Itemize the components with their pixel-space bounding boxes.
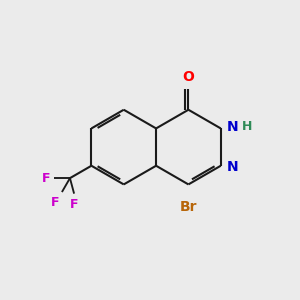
Text: N: N [227,120,239,134]
Text: Br: Br [180,200,197,214]
Text: N: N [227,160,239,174]
Text: F: F [42,172,50,184]
Text: O: O [182,70,194,84]
Text: F: F [70,198,78,211]
Text: H: H [242,121,253,134]
Text: F: F [51,196,60,208]
